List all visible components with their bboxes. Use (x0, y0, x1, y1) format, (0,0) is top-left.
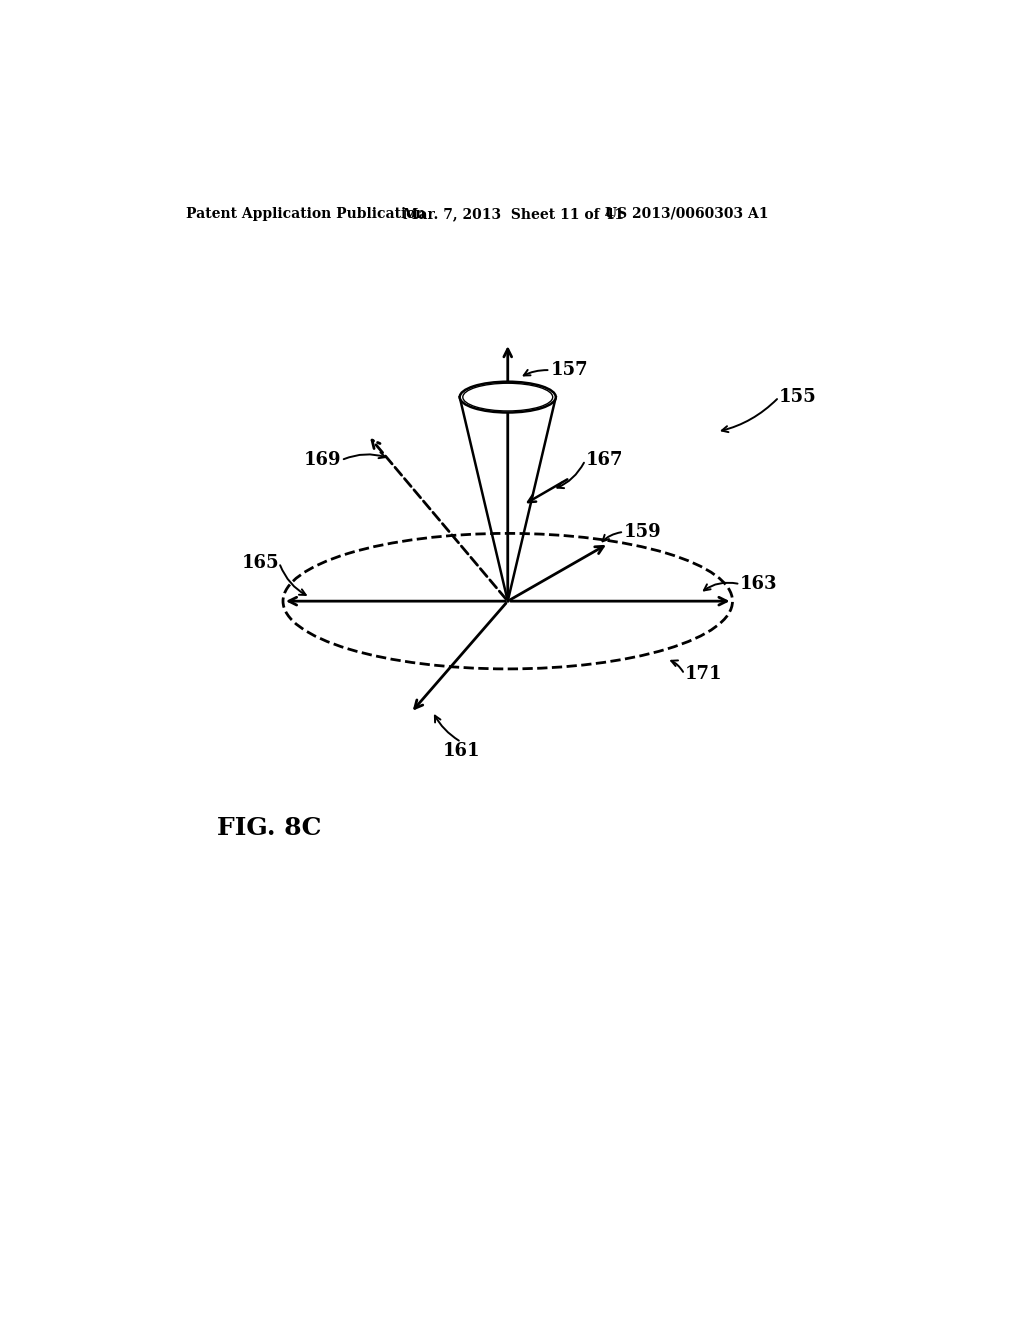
Text: 171: 171 (684, 665, 722, 684)
Text: 163: 163 (740, 576, 778, 593)
Text: 169: 169 (304, 451, 341, 469)
Text: US 2013/0060303 A1: US 2013/0060303 A1 (604, 207, 768, 220)
Text: 161: 161 (442, 742, 480, 760)
Text: Patent Application Publication: Patent Application Publication (186, 207, 426, 220)
Ellipse shape (460, 381, 556, 413)
Text: 167: 167 (586, 451, 623, 469)
Text: Mar. 7, 2013  Sheet 11 of 41: Mar. 7, 2013 Sheet 11 of 41 (403, 207, 624, 220)
Text: 165: 165 (242, 553, 280, 572)
Text: 157: 157 (550, 362, 588, 379)
Text: FIG. 8C: FIG. 8C (217, 816, 322, 841)
Text: 159: 159 (624, 523, 662, 541)
Text: 155: 155 (779, 388, 817, 407)
